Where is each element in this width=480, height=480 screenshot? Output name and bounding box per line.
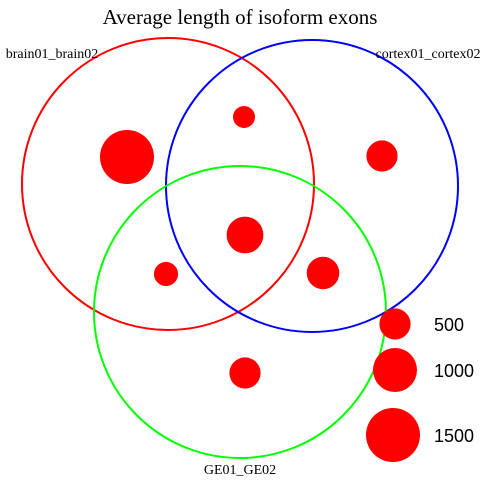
size-legend: 500 1000 1500 bbox=[366, 308, 474, 462]
legend-label-1000: 1000 bbox=[434, 361, 474, 381]
set-label-ge: GE01_GE02 bbox=[204, 463, 276, 478]
region-bubbles bbox=[100, 106, 398, 389]
bubble-brain-only bbox=[100, 130, 154, 184]
bubble-ge-only bbox=[229, 357, 261, 389]
legend-bubble-1500 bbox=[366, 408, 420, 462]
set-circle-brain bbox=[21, 37, 315, 331]
set-label-brain: brain01_brain02 bbox=[6, 47, 99, 62]
chart-title: Average length of isoform exons bbox=[103, 5, 378, 29]
legend-label-1500: 1500 bbox=[434, 426, 474, 446]
legend-label-500: 500 bbox=[434, 315, 464, 335]
bubble-cortex-only bbox=[366, 140, 398, 172]
bubble-cortex-ge bbox=[306, 256, 340, 290]
bubble-all-three bbox=[226, 216, 264, 254]
set-label-cortex: cortex01_cortex02 bbox=[376, 47, 480, 62]
bubble-brain-cortex bbox=[233, 106, 255, 128]
legend-bubble-1000 bbox=[373, 348, 417, 392]
bubble-brain-ge bbox=[153, 261, 179, 287]
legend-bubble-500 bbox=[379, 308, 411, 340]
